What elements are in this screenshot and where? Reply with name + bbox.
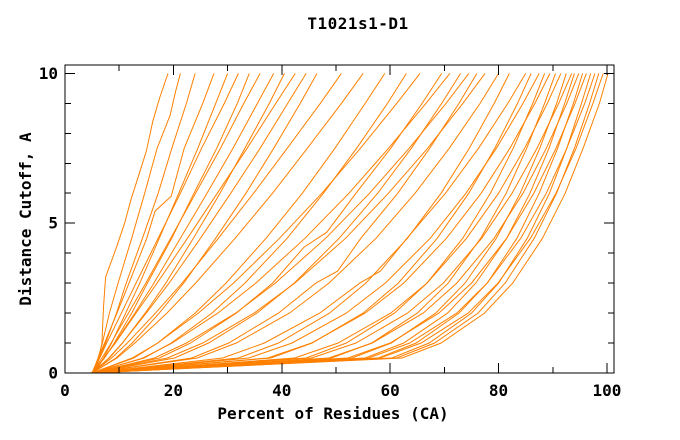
model-curve	[91, 73, 239, 374]
model-curve	[89, 73, 604, 374]
model-curve	[92, 73, 567, 374]
model-curve	[91, 73, 470, 374]
model-curve	[94, 73, 229, 374]
model-curve	[92, 73, 580, 374]
x-tick-label: 80	[489, 381, 508, 400]
model-curve	[92, 73, 500, 374]
model-curve	[91, 73, 181, 374]
x-tick-label: 100	[593, 381, 622, 400]
model-curve	[92, 73, 587, 374]
x-tick-label: 60	[381, 381, 400, 400]
x-tick-label: 40	[272, 381, 291, 400]
model-curve	[92, 73, 486, 374]
model-curve	[92, 73, 215, 374]
y-tick-label: 10	[39, 64, 58, 83]
model-curve	[91, 73, 196, 374]
model-curve	[89, 73, 600, 374]
model-curve	[92, 73, 551, 374]
x-tick-label: 20	[164, 381, 183, 400]
model-curve	[92, 73, 540, 374]
model-curve	[91, 73, 342, 374]
model-curve	[92, 73, 609, 374]
model-curve	[92, 73, 510, 374]
model-curve	[92, 73, 532, 374]
model-curve	[91, 73, 421, 374]
y-tick-label: 5	[48, 214, 58, 233]
model-curve	[91, 73, 307, 374]
model-curve	[91, 73, 261, 374]
model-curve	[92, 73, 562, 374]
y-tick-label: 0	[48, 364, 58, 383]
model-curve	[91, 73, 285, 374]
chart-title: T1021s1-D1	[307, 14, 409, 33]
plot-frame	[64, 64, 615, 374]
model-curve	[92, 73, 596, 374]
model-curve	[91, 73, 451, 374]
model-curve	[89, 73, 584, 374]
x-tick-label: 0	[60, 381, 70, 400]
model-curve	[92, 73, 573, 374]
x-axis-label: Percent of Residues (CA)	[217, 404, 449, 423]
model-curve	[92, 73, 527, 374]
model-curve	[92, 73, 592, 374]
model-curve	[91, 73, 296, 374]
model-curve	[92, 73, 462, 374]
model-curve	[91, 73, 364, 374]
